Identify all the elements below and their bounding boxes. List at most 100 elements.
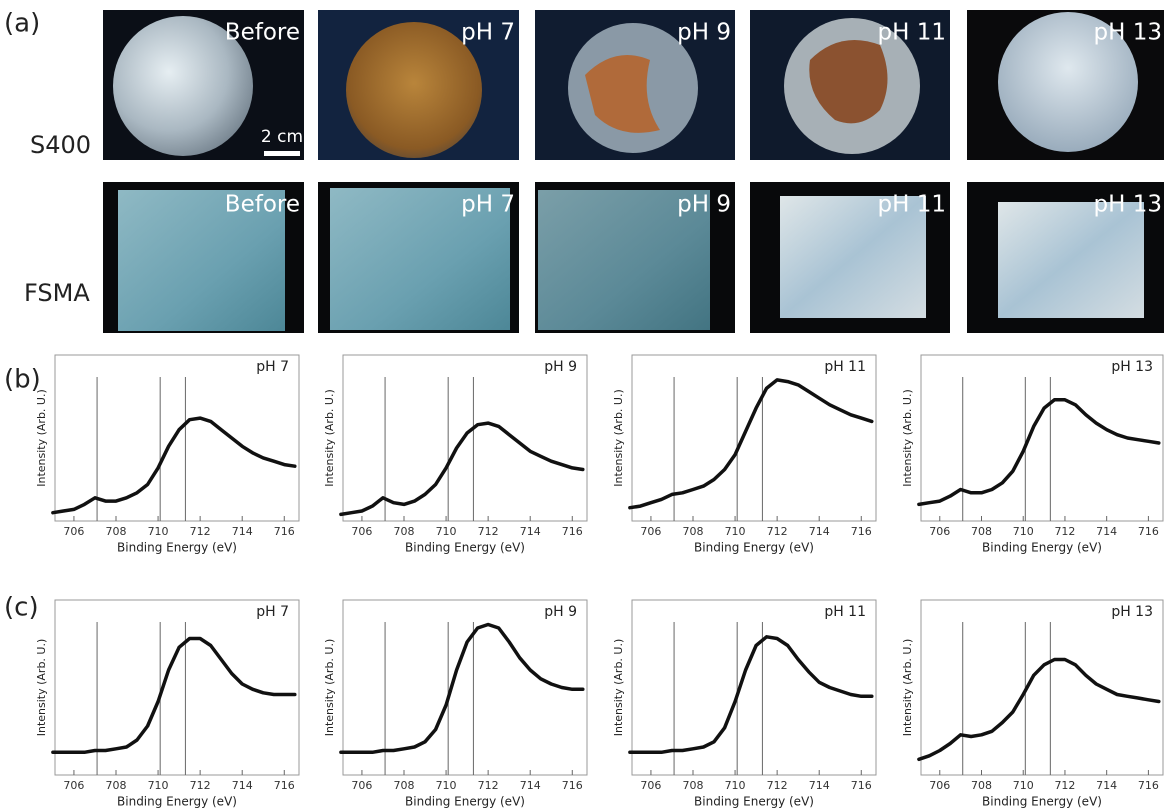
photo-label: pH 7 bbox=[461, 20, 515, 46]
x-tick-label: 708 bbox=[683, 525, 704, 538]
x-tick-label: 706 bbox=[929, 525, 950, 538]
plot-frame bbox=[632, 600, 876, 775]
photo-label: pH 11 bbox=[878, 20, 946, 46]
x-tick-label: 712 bbox=[190, 779, 211, 792]
x-tick-label: 716 bbox=[562, 525, 583, 538]
photo-label: pH 9 bbox=[677, 192, 731, 218]
x-tick-label: 706 bbox=[63, 525, 84, 538]
x-tick-label: 708 bbox=[394, 525, 415, 538]
x-tick-label: 706 bbox=[929, 779, 950, 792]
y-axis-label: Intensity (Arb. U.) bbox=[323, 389, 336, 487]
x-tick-label: 714 bbox=[520, 779, 541, 792]
y-axis-label: Intensity (Arb. U.) bbox=[612, 389, 625, 487]
x-axis-label: Binding Energy (eV) bbox=[117, 541, 237, 555]
x-tick-label: 710 bbox=[148, 525, 169, 538]
y-axis-label: Intensity (Arb. U.) bbox=[35, 389, 48, 487]
x-axis-label: Binding Energy (eV) bbox=[694, 541, 814, 555]
x-tick-label: 712 bbox=[1054, 779, 1075, 792]
photo-label: pH 7 bbox=[461, 192, 515, 218]
x-tick-label: 712 bbox=[767, 779, 788, 792]
chart-title: pH 13 bbox=[1111, 604, 1153, 620]
x-axis-label: Binding Energy (eV) bbox=[982, 541, 1102, 555]
x-tick-label: 712 bbox=[478, 779, 499, 792]
y-axis-label: Intensity (Arb. U.) bbox=[901, 639, 914, 737]
x-tick-label: 712 bbox=[1054, 525, 1075, 538]
plot-frame bbox=[55, 355, 299, 521]
chart-title: pH 7 bbox=[256, 359, 289, 375]
chart-title: pH 11 bbox=[824, 359, 866, 375]
x-tick-label: 716 bbox=[851, 779, 872, 792]
x-tick-label: 714 bbox=[809, 525, 830, 538]
x-tick-label: 710 bbox=[725, 779, 746, 792]
row-label: S400 bbox=[30, 131, 91, 159]
photo-label: pH 11 bbox=[878, 192, 946, 218]
x-tick-label: 706 bbox=[63, 779, 84, 792]
panel-label: (a) bbox=[4, 9, 40, 39]
figure: 2 cm (a) (b) (c) S400 FSMA BeforepH 7pH … bbox=[0, 0, 1164, 810]
x-tick-label: 708 bbox=[971, 525, 992, 538]
x-tick-label: 710 bbox=[725, 525, 746, 538]
spectrum bbox=[341, 423, 583, 514]
photo-label: Before bbox=[225, 20, 300, 46]
x-tick-label: 716 bbox=[851, 525, 872, 538]
photo-label: pH 13 bbox=[1094, 192, 1162, 218]
photo-label: pH 9 bbox=[677, 20, 731, 46]
x-axis-label: Binding Energy (eV) bbox=[405, 541, 525, 555]
spectrum bbox=[341, 625, 583, 753]
x-axis-label: Binding Energy (eV) bbox=[982, 795, 1102, 809]
scale-bar bbox=[264, 151, 300, 156]
x-tick-label: 714 bbox=[520, 525, 541, 538]
photo-label: pH 13 bbox=[1094, 20, 1162, 46]
x-tick-label: 712 bbox=[478, 525, 499, 538]
spectrum bbox=[53, 418, 295, 513]
x-tick-label: 716 bbox=[562, 779, 583, 792]
x-tick-label: 716 bbox=[1138, 525, 1159, 538]
x-tick-label: 716 bbox=[1138, 779, 1159, 792]
chart-title: pH 13 bbox=[1111, 359, 1153, 375]
x-tick-label: 712 bbox=[767, 525, 788, 538]
x-tick-label: 706 bbox=[640, 525, 661, 538]
plot-frame bbox=[343, 600, 587, 775]
x-tick-label: 714 bbox=[1096, 525, 1117, 538]
x-tick-label: 716 bbox=[274, 525, 295, 538]
chart-title: pH 9 bbox=[544, 604, 577, 620]
x-tick-label: 712 bbox=[190, 525, 211, 538]
y-axis-label: Intensity (Arb. U.) bbox=[901, 389, 914, 487]
y-axis-label: Intensity (Arb. U.) bbox=[323, 639, 336, 737]
y-axis-label: Intensity (Arb. U.) bbox=[35, 639, 48, 737]
chart-title: pH 7 bbox=[256, 604, 289, 620]
sample-square bbox=[998, 202, 1144, 318]
photo-label: Before bbox=[225, 192, 300, 218]
panel-label: (c) bbox=[4, 593, 39, 623]
x-axis-label: Binding Energy (eV) bbox=[694, 795, 814, 809]
x-tick-label: 710 bbox=[148, 779, 169, 792]
x-tick-label: 708 bbox=[394, 779, 415, 792]
x-tick-label: 714 bbox=[232, 525, 253, 538]
spectrum bbox=[919, 660, 1159, 760]
x-tick-label: 706 bbox=[351, 779, 372, 792]
x-tick-label: 706 bbox=[640, 779, 661, 792]
x-tick-label: 708 bbox=[106, 525, 127, 538]
x-tick-label: 708 bbox=[106, 779, 127, 792]
scale-bar-label: 2 cm bbox=[261, 127, 303, 147]
plot-frame bbox=[55, 600, 299, 775]
x-tick-label: 710 bbox=[1013, 525, 1034, 538]
x-tick-label: 710 bbox=[1013, 779, 1034, 792]
x-tick-label: 710 bbox=[436, 525, 457, 538]
plot-frame bbox=[921, 600, 1163, 775]
row-label: FSMA bbox=[24, 279, 90, 307]
x-tick-label: 714 bbox=[232, 779, 253, 792]
chart-title: pH 11 bbox=[824, 604, 866, 620]
spectrum bbox=[630, 380, 872, 508]
x-axis-label: Binding Energy (eV) bbox=[117, 795, 237, 809]
spectrum bbox=[53, 639, 295, 753]
x-tick-label: 708 bbox=[683, 779, 704, 792]
spectrum bbox=[919, 400, 1159, 505]
x-tick-label: 714 bbox=[1096, 779, 1117, 792]
x-axis-label: Binding Energy (eV) bbox=[405, 795, 525, 809]
y-axis-label: Intensity (Arb. U.) bbox=[612, 639, 625, 737]
x-tick-label: 716 bbox=[274, 779, 295, 792]
chart-title: pH 9 bbox=[544, 359, 577, 375]
x-tick-label: 706 bbox=[351, 525, 372, 538]
x-tick-label: 710 bbox=[436, 779, 457, 792]
